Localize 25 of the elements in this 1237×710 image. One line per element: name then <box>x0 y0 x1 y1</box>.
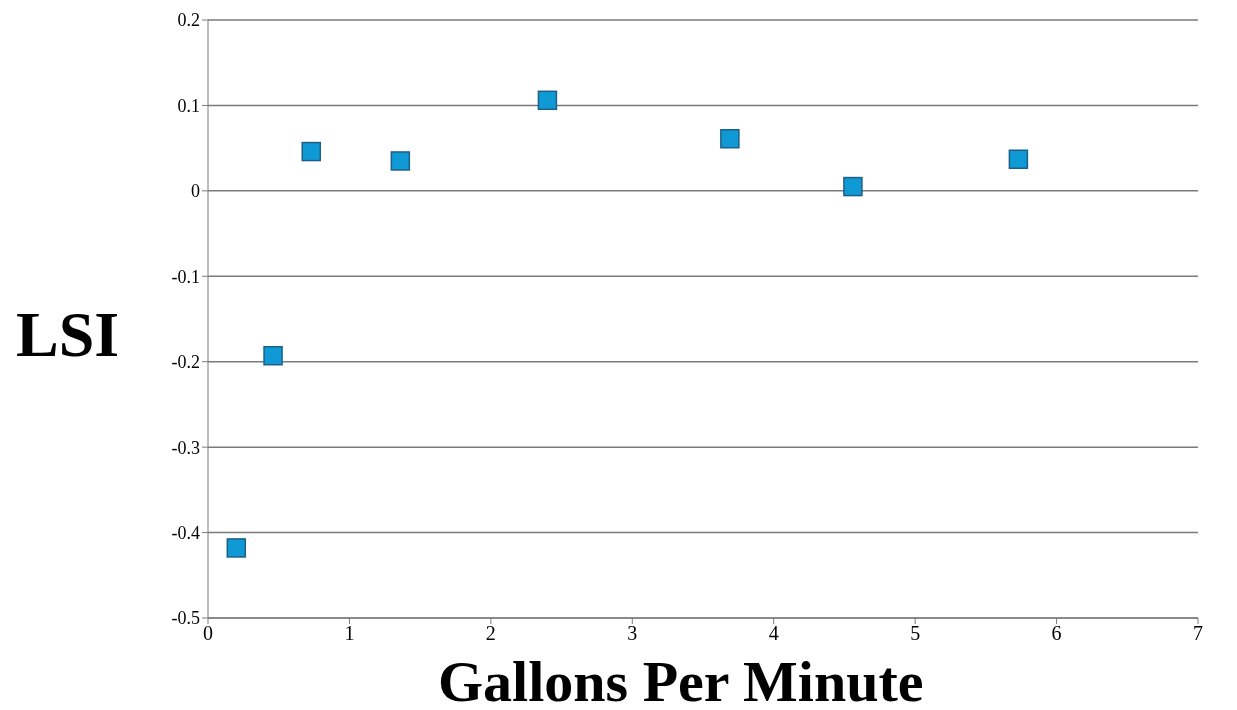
y-tick-label: -0.5 <box>171 608 200 629</box>
y-tick-label: 0.1 <box>177 95 200 116</box>
x-axis-title: Gallons Per Minute <box>438 648 924 710</box>
x-tick-label: 1 <box>344 622 355 645</box>
y-axis-title: LSI <box>16 298 120 372</box>
x-tick-label: 6 <box>1051 622 1062 645</box>
point <box>263 345 283 366</box>
x-tick-label: 3 <box>627 622 638 645</box>
x-tick-label: 7 <box>1193 622 1203 645</box>
point <box>843 176 863 197</box>
y-tick-label: -0.1 <box>171 266 200 287</box>
point <box>226 538 247 558</box>
point <box>301 141 321 162</box>
y-tick-label: 0.2 <box>177 10 200 31</box>
y-tick-label: 0 <box>191 181 200 202</box>
y-tick-label: -0.4 <box>171 522 200 543</box>
point <box>720 129 740 149</box>
x-tick-label: 4 <box>768 622 779 645</box>
x-tick-label: 5 <box>910 622 921 645</box>
x-tick-label: 2 <box>485 622 496 645</box>
y-tick-label: -0.2 <box>171 352 200 373</box>
point <box>537 90 558 111</box>
point <box>390 151 411 171</box>
y-tick-label: -0.3 <box>171 437 200 458</box>
point <box>1008 149 1029 169</box>
